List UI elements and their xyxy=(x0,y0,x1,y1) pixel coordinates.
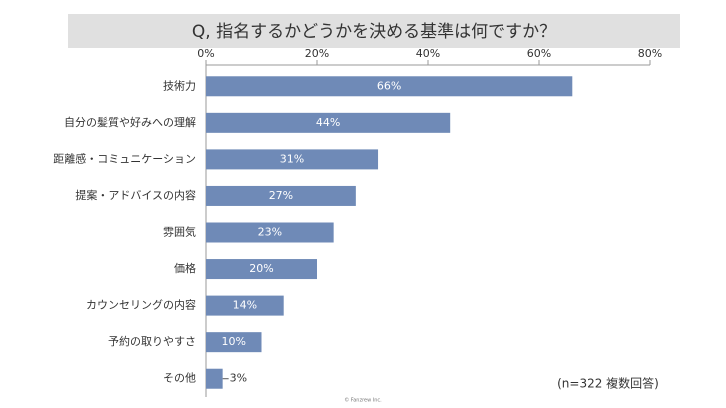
y-tick-label: 雰囲気 xyxy=(163,225,196,239)
bar xyxy=(206,185,356,206)
value-label: 23% xyxy=(258,226,282,239)
value-label: 10% xyxy=(222,335,246,348)
value-label: 20% xyxy=(249,262,273,275)
value-label: 66% xyxy=(377,79,401,92)
x-tick-label: 40% xyxy=(416,47,440,60)
bar xyxy=(206,112,451,133)
value-label: 31% xyxy=(280,152,304,165)
bar xyxy=(206,76,573,97)
bar xyxy=(206,368,223,389)
x-tick-label: 80% xyxy=(638,47,662,60)
value-label: 27% xyxy=(269,189,293,202)
bar xyxy=(206,332,262,353)
y-tick-label: カウンセリングの内容 xyxy=(86,298,196,312)
x-tick-label: 60% xyxy=(527,47,551,60)
bar xyxy=(206,259,317,280)
y-tick-label: 価格 xyxy=(174,261,196,275)
bar xyxy=(206,295,284,316)
x-tick-label: 0% xyxy=(197,47,214,60)
y-tick-label: 自分の髪質や好みへの理解 xyxy=(64,115,196,129)
value-label: 44% xyxy=(316,116,340,129)
value-label: 3% xyxy=(230,372,247,385)
y-tick-label: 予約の取りやすさ xyxy=(108,334,196,348)
y-tick-label: 距離感・コミュニケーション xyxy=(53,151,196,165)
chart-title: Q, 指名するかどうかを決める基準は何ですか？ xyxy=(192,22,556,42)
bar xyxy=(206,149,379,170)
x-tick-label: 20% xyxy=(305,47,329,60)
note: (n=322 複数回答) xyxy=(557,376,659,391)
credit: © Fanzrew Inc. xyxy=(344,397,382,404)
value-label: 14% xyxy=(233,299,257,312)
bar xyxy=(206,222,334,243)
y-tick-label: 技術力 xyxy=(163,79,196,92)
y-tick-label: 提案・アドバイスの内容 xyxy=(75,188,196,202)
y-tick-label: その他 xyxy=(163,372,196,385)
title-box xyxy=(68,14,680,48)
